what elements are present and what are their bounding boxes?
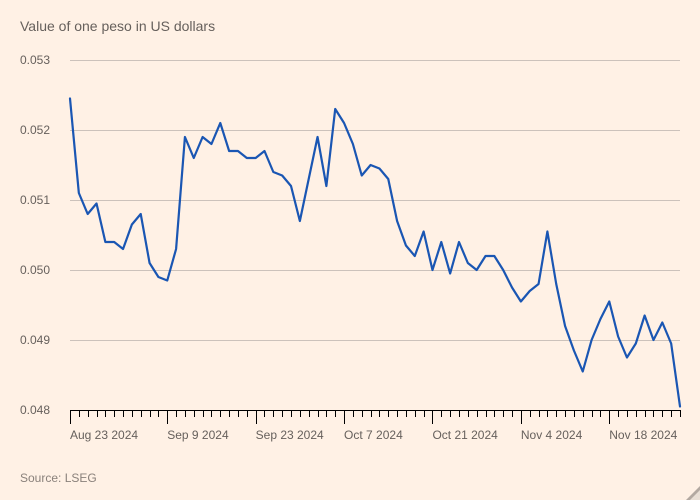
line-series [20,50,690,420]
corner-fold-icon [686,486,700,500]
x-axis-label: Sep 23 2024 [256,428,324,442]
x-axis-label: Aug 23 2024 [70,428,138,442]
x-axis-label: Nov 4 2024 [521,428,582,442]
chart-source: Source: LSEG [20,471,97,485]
x-axis-label: Nov 18 2024 [609,428,677,442]
chart-area: 0.0480.0490.0500.0510.0520.053Aug 23 202… [20,50,680,450]
x-axis-label: Oct 21 2024 [432,428,497,442]
chart-subtitle: Value of one peso in US dollars [20,18,215,34]
x-axis-label: Oct 7 2024 [344,428,403,442]
x-axis-label: Sep 9 2024 [167,428,228,442]
series-line [70,99,680,407]
